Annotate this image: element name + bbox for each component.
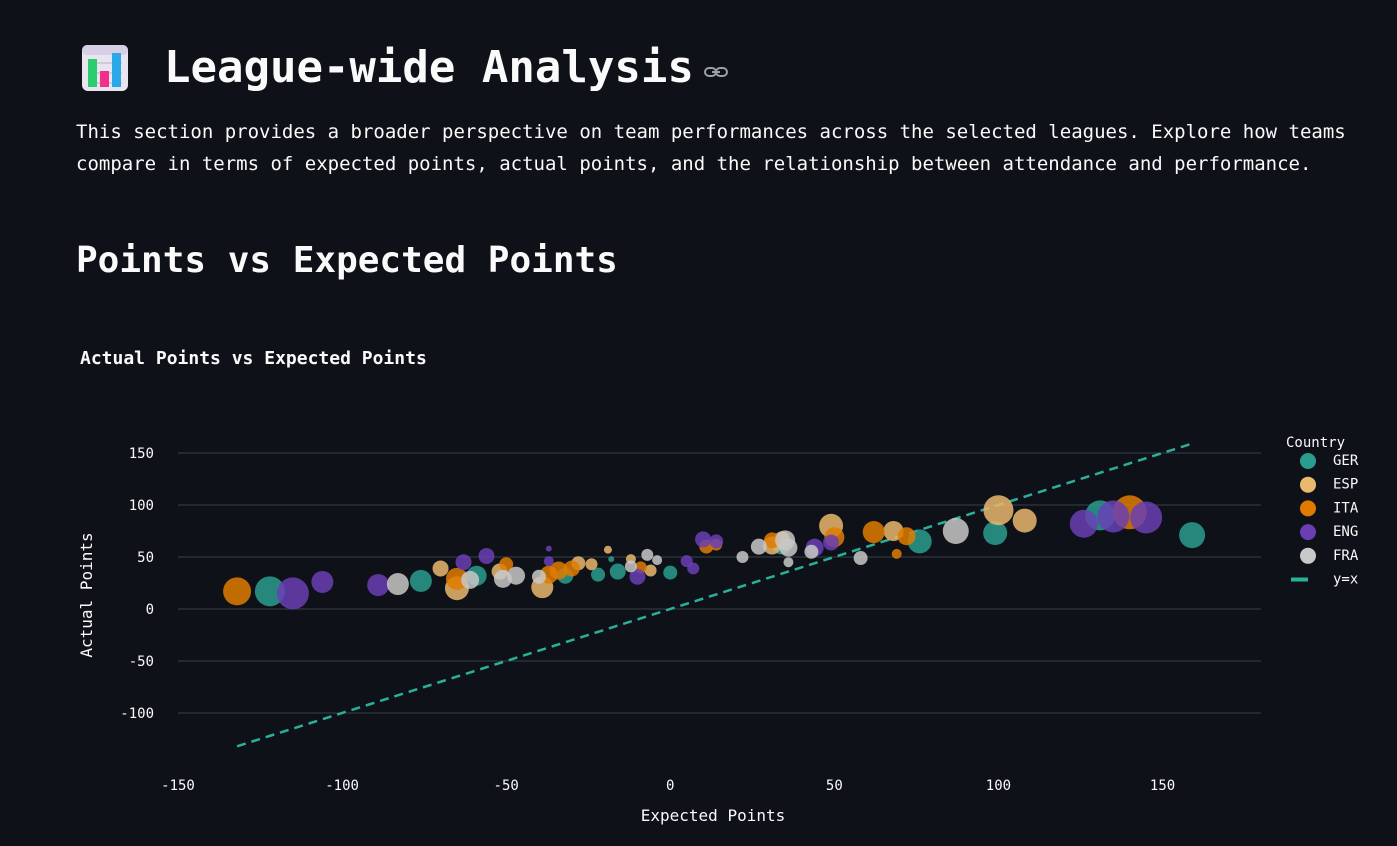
data-point-eng[interactable] (695, 531, 712, 548)
data-point-eng[interactable] (543, 556, 554, 567)
data-point-eng[interactable] (545, 545, 552, 552)
data-point-fra[interactable] (532, 569, 546, 584)
x-tick-label: -150 (161, 778, 195, 794)
data-point-eng[interactable] (1069, 509, 1098, 538)
data-point-eng[interactable] (478, 547, 495, 564)
data-point-ger[interactable] (983, 521, 1008, 546)
page-title: League-wide Analysis (164, 42, 694, 93)
legend-swatch-ger (1300, 453, 1316, 469)
data-point-fra[interactable] (804, 544, 819, 559)
data-point-ger[interactable] (254, 576, 285, 607)
data-point-eng[interactable] (455, 554, 472, 571)
data-point-eng[interactable] (367, 574, 390, 597)
data-point-eng[interactable] (311, 570, 334, 593)
data-point-eng[interactable] (276, 577, 309, 610)
y-tick-label: -100 (120, 706, 154, 722)
x-tick-label: 100 (986, 778, 1011, 794)
data-point-ger[interactable] (409, 569, 432, 592)
x-tick-label: 0 (666, 778, 674, 794)
data-point-ger[interactable] (609, 563, 626, 580)
data-point-fra[interactable] (736, 551, 749, 563)
data-point-ita[interactable] (891, 548, 902, 559)
data-point-ita[interactable] (549, 561, 568, 580)
legend-label[interactable]: ESP (1333, 477, 1358, 493)
legend-swatch-eng (1300, 524, 1316, 541)
x-tick-label: 50 (826, 778, 843, 794)
data-point-ger[interactable] (591, 567, 606, 582)
x-tick-label: 150 (1150, 778, 1175, 794)
y-equals-x-line (236, 442, 1193, 748)
grid-lines (178, 452, 1261, 714)
x-tick-label: -50 (494, 778, 519, 794)
section-title: Points vs Expected Points (76, 240, 618, 281)
data-point-eng[interactable] (709, 534, 724, 549)
data-point-esp[interactable] (644, 564, 657, 577)
data-point-eng[interactable] (687, 562, 700, 575)
data-point-fra[interactable] (461, 570, 480, 589)
legend-title: Country (1286, 435, 1345, 451)
data-point-esp[interactable] (432, 560, 449, 577)
y-tick-label: 0 (146, 602, 154, 618)
data-point-ger[interactable] (608, 556, 615, 563)
bar-chart-icon (82, 45, 128, 91)
legend[interactable]: Country GER ESP ITA ENG FRA y=x (1286, 435, 1359, 588)
data-point-ita[interactable] (499, 557, 514, 572)
intro-text: This section provides a broader perspect… (76, 121, 1346, 175)
legend-label[interactable]: ENG (1333, 524, 1358, 540)
data-point-fra[interactable] (750, 538, 767, 555)
legend-swatch-ita (1300, 500, 1316, 517)
data-point-esp[interactable] (1012, 508, 1037, 533)
data-point-eng[interactable] (1130, 501, 1163, 534)
chart-container[interactable]: Actual Points vs Expected Points 150 100 5… (0, 320, 1397, 842)
data-point-esp[interactable] (585, 558, 598, 571)
data-point-fra[interactable] (853, 551, 868, 566)
data-point-fra[interactable] (779, 538, 798, 557)
legend-label[interactable]: GER (1333, 453, 1359, 469)
x-tick-label: -100 (325, 778, 359, 794)
data-point-fra[interactable] (652, 555, 663, 566)
legend-swatch-esp (1300, 476, 1316, 493)
data-point-ger[interactable] (1179, 522, 1206, 549)
chart-title: Actual Points vs Expected Points (80, 348, 427, 369)
legend-label[interactable]: ITA (1333, 500, 1359, 516)
data-point-fra[interactable] (641, 548, 654, 561)
legend-swatch-fra (1300, 547, 1316, 564)
data-point-esp[interactable] (603, 545, 612, 554)
link-icon[interactable] (703, 64, 728, 80)
y-tick-label: 50 (137, 550, 154, 566)
x-tick-labels: -150 -100 -50 0 50 100 150 (161, 778, 1175, 794)
data-point-eng[interactable] (1097, 500, 1130, 533)
data-point-ita[interactable] (862, 521, 885, 544)
data-point-eng[interactable] (823, 534, 840, 551)
data-point-ita[interactable] (223, 577, 252, 606)
legend-label[interactable]: FRA (1333, 548, 1359, 564)
y-tick-label: -50 (129, 654, 154, 670)
data-points[interactable] (223, 495, 1206, 610)
page-header: League-wide Analysis (80, 40, 728, 96)
data-point-ita[interactable] (897, 527, 916, 546)
data-point-ger[interactable] (663, 565, 678, 580)
y-tick-labels: 150 100 50 0 -50 -100 (120, 446, 154, 722)
data-point-esp[interactable] (983, 495, 1014, 526)
data-point-fra[interactable] (386, 573, 409, 596)
data-point-eng[interactable] (629, 568, 646, 585)
scatter-chart[interactable]: Actual Points vs Expected Points 150 100 5… (0, 320, 1397, 842)
data-point-fra[interactable] (507, 566, 526, 585)
data-point-fra[interactable] (624, 560, 637, 573)
y-tick-label: 150 (129, 446, 154, 462)
data-point-fra[interactable] (942, 518, 969, 544)
y-axis-label: Actual Points (77, 532, 96, 657)
y-tick-label: 100 (129, 498, 154, 514)
data-point-ita[interactable] (563, 560, 580, 577)
data-point-fra[interactable] (783, 557, 794, 568)
x-axis-label: Expected Points (641, 806, 786, 825)
legend-label[interactable]: y=x (1333, 572, 1358, 588)
